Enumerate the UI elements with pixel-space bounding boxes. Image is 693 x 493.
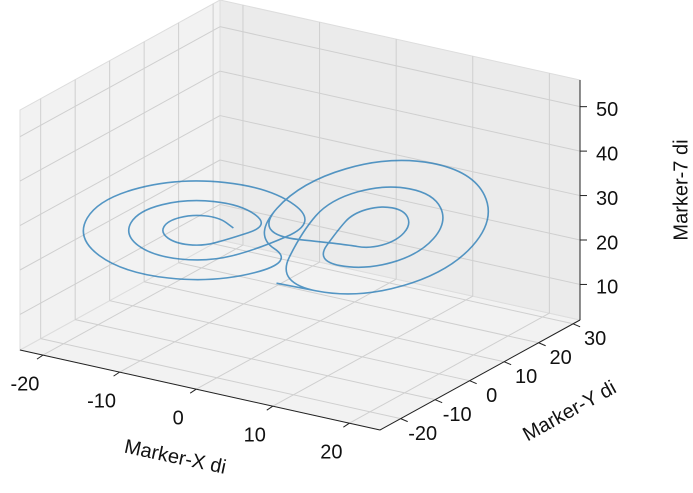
tick-mark [189, 388, 197, 394]
axis-line [379, 319, 581, 431]
x-tick-label: -20 [11, 373, 40, 395]
grid-line [349, 312, 550, 424]
tick-mark [266, 405, 274, 411]
grid-line [19, 115, 221, 226]
x-axis-label: Marker-X di [122, 436, 228, 479]
y-tick-label: -10 [443, 404, 472, 426]
z-tick-label: 10 [596, 277, 618, 299]
grid-line [219, 159, 581, 241]
tick-mark [538, 342, 546, 347]
z-tick-label: 40 [596, 143, 618, 165]
x-tick-label: 20 [320, 441, 342, 463]
grid-line [19, 26, 221, 138]
grid-line [119, 261, 320, 373]
axis-line [19, 349, 381, 431]
x-tick-label: -10 [87, 390, 116, 412]
z-axis-label: Marker-7 di [670, 139, 692, 240]
tick-mark [36, 354, 44, 360]
y-tick-label: 10 [515, 366, 537, 388]
tick-mark [113, 371, 120, 377]
grid-line [40, 338, 401, 420]
y-tick-label: 30 [584, 328, 606, 350]
y-tick-label: 0 [486, 385, 497, 407]
tick-mark [469, 380, 477, 385]
grid-line [109, 300, 470, 382]
tick-mark [503, 361, 512, 366]
tick-mark [400, 418, 408, 423]
tick-mark [434, 399, 443, 404]
z-tick-label: 20 [596, 232, 618, 254]
tick-mark [343, 422, 350, 428]
tick-mark [572, 323, 581, 328]
grid-line [219, 203, 581, 285]
x-tick-label: 0 [173, 407, 184, 429]
grid-line [272, 295, 474, 407]
trajectory [82, 159, 490, 295]
grid-line [195, 278, 397, 390]
grid-line [75, 319, 436, 401]
z-tick-label: 30 [596, 188, 618, 210]
z-tick-label: 50 [596, 99, 618, 121]
grid-line [42, 244, 244, 356]
y-tick-label: 20 [549, 347, 571, 369]
grid-line [144, 281, 505, 363]
grid-line [19, 159, 221, 271]
grid-line [219, 70, 581, 152]
x-tick-label: 10 [244, 424, 266, 446]
y-tick-label: -20 [408, 423, 437, 445]
grid-line [219, 26, 581, 108]
grid-line [19, 70, 221, 182]
grid-line [219, 115, 581, 197]
grid-line [212, 243, 574, 325]
grid-line [19, 204, 221, 315]
